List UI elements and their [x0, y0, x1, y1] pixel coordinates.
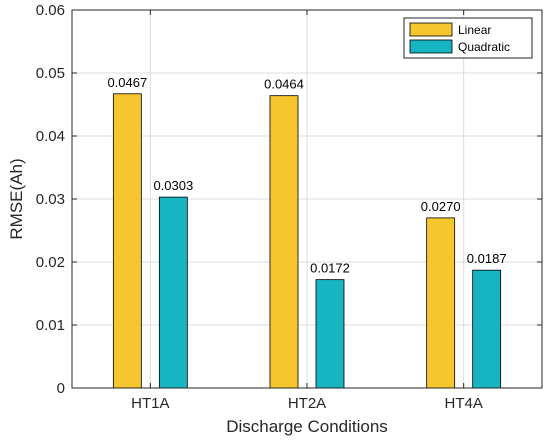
data-label-quadratic-ht4a: 0.0187: [467, 251, 507, 266]
x-axis-ticks: HT1A HT2A HT4A: [131, 10, 483, 412]
y-tick-label: 0.05: [36, 65, 65, 82]
bar-linear-ht2a: [269, 95, 299, 389]
bar-quadratic-ht4a: [472, 269, 502, 389]
y-tick-label: 0.04: [36, 128, 65, 145]
x-tick-label: HT1A: [131, 395, 169, 412]
data-label-linear-ht4a: 0.0270: [421, 199, 461, 214]
legend: Linear Quadratic: [403, 17, 533, 59]
bar-quadratic-ht2a: [315, 279, 345, 389]
legend-swatch-quadratic: [409, 39, 453, 54]
data-label-quadratic-ht1a: 0.0303: [153, 178, 193, 193]
data-label-linear-ht2a: 0.0464: [264, 77, 304, 92]
bar-quadratic-ht1a: [158, 196, 188, 389]
y-axis-ticks: 0 0.01 0.02 0.03 0.04 0.05 0.06: [36, 2, 542, 397]
legend-label-linear: Linear: [458, 23, 491, 37]
x-axis-label: Discharge Conditions: [226, 417, 388, 436]
y-tick-label: 0.06: [36, 2, 65, 19]
bar-linear-ht4a: [426, 217, 456, 389]
x-tick-label: HT2A: [288, 395, 326, 412]
y-tick-label: 0.03: [36, 191, 65, 208]
legend-label-quadratic: Quadratic: [458, 40, 510, 54]
x-tick-label: HT4A: [444, 395, 482, 412]
data-label-quadratic-ht2a: 0.0172: [310, 261, 350, 276]
y-axis-label: RMSE(Ah): [7, 158, 26, 239]
data-labels: 0.0467 0.0464 0.0270 0.0303 0.0172 0.0187: [107, 75, 506, 276]
legend-swatch-linear: [409, 22, 453, 37]
y-tick-label: 0.01: [36, 317, 65, 334]
data-label-linear-ht1a: 0.0467: [107, 75, 147, 90]
y-tick-label: 0: [57, 380, 65, 397]
y-tick-label: 0.02: [36, 254, 65, 271]
grid-lines: [72, 9, 542, 389]
bar-linear-ht1a: [112, 93, 142, 389]
